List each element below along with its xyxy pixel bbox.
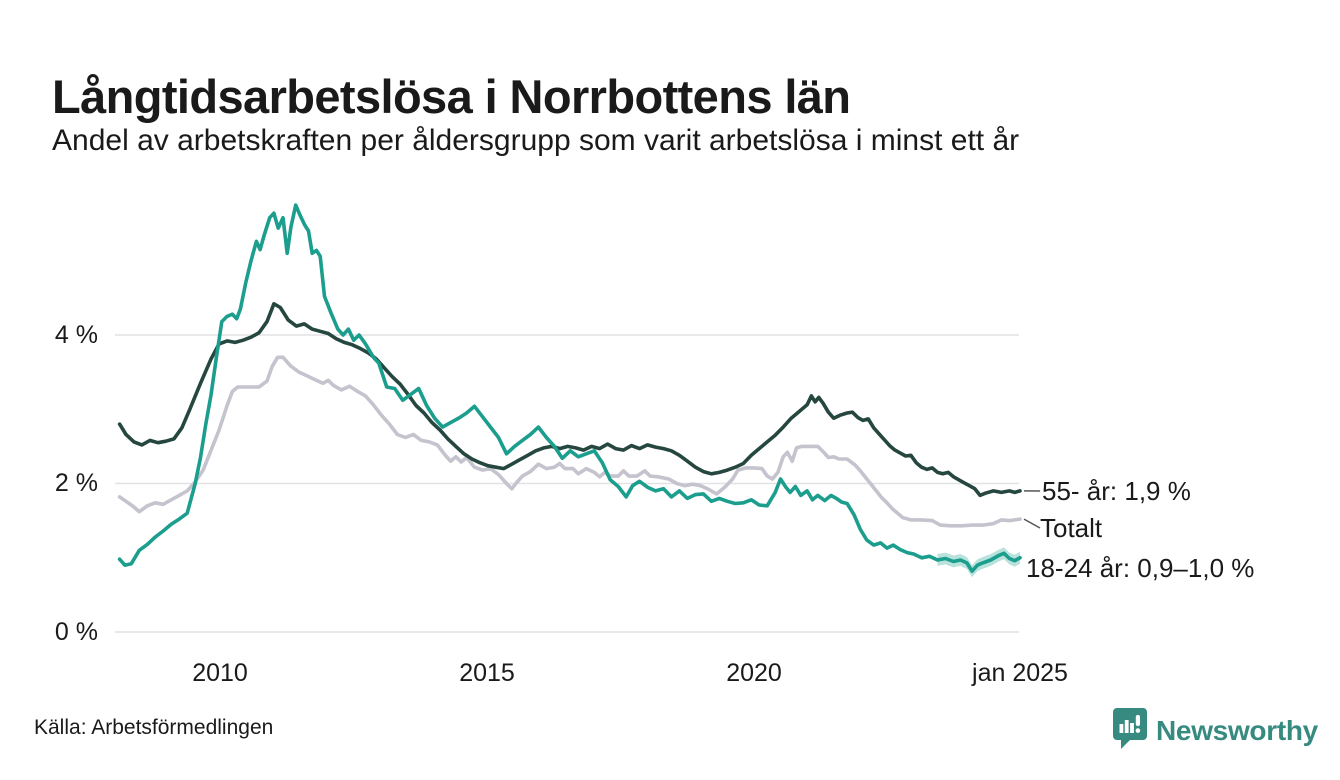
x-axis-tick-2010: 2010 <box>192 659 248 687</box>
series-end-label-18-24-ar: 18-24 år: 0,9–1,0 % <box>1026 553 1255 583</box>
newsworthy-speech-bubble-chart-icon <box>1113 708 1147 754</box>
source-note: Källa: Arbetsförmedlingen <box>34 716 274 739</box>
x-axis-tick-2015: 2015 <box>459 659 515 687</box>
page-subtitle: Andel av arbetskraften per åldersgrupp s… <box>52 124 1020 157</box>
y-axis-tick-0: 0 % <box>54 618 98 646</box>
y-axis-tick-2: 2 % <box>54 469 98 497</box>
page-title: Långtidsarbetslösa i Norrbottens län <box>52 70 851 124</box>
x-axis-tick-jan-2025: jan 2025 <box>972 659 1068 687</box>
series-end-label-totalt: Totalt <box>1040 513 1103 543</box>
newsworthy-wordmark: Newsworthy <box>1156 715 1318 746</box>
x-axis-tick-2020: 2020 <box>726 659 782 687</box>
series-end-label-55-ar: 55- år: 1,9 % <box>1042 476 1191 506</box>
y-axis-tick-4: 4 % <box>54 321 98 349</box>
newsworthy-logo: Newsworthy <box>1113 708 1318 754</box>
